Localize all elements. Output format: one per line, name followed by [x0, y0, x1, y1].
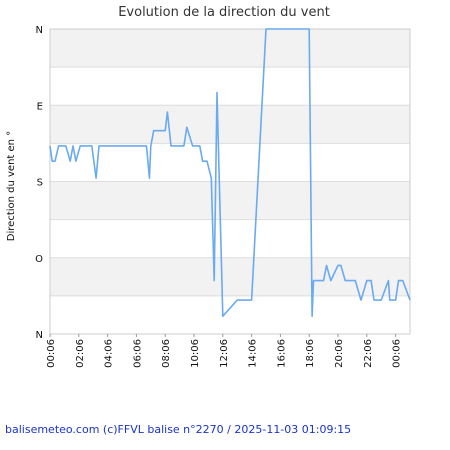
x-tick-label: 12:06 — [219, 339, 230, 368]
plot-band — [50, 29, 410, 68]
x-tick-label: 14:06 — [248, 339, 259, 368]
x-tick-label: 20:06 — [334, 339, 345, 368]
y-tick-label: E — [37, 101, 43, 112]
x-tick-label: 04:06 — [104, 339, 115, 368]
plot-band — [50, 143, 410, 182]
x-tick-label: 02:06 — [75, 339, 86, 368]
plot-band — [50, 67, 410, 106]
x-tick-label: 06:06 — [132, 339, 143, 368]
footer-credit: balisemeteo.com (c)FFVL balise n°2270 / … — [5, 423, 352, 436]
y-axis-ticks: N E S O N — [35, 25, 43, 341]
x-tick-label: 22:06 — [363, 339, 374, 368]
plot-band — [50, 219, 410, 258]
y-tick-label: N — [36, 25, 43, 36]
x-tick-label: 16:06 — [276, 339, 287, 368]
plot-band — [50, 257, 410, 296]
wind-direction-series-line — [49, 28, 411, 318]
x-tick-label: 18:06 — [305, 339, 316, 368]
y-tick-label: S — [37, 178, 43, 189]
x-tick-label: 10:06 — [190, 339, 201, 368]
x-tick-label: 00:06 — [46, 339, 57, 368]
x-tick-label: 00:06 — [392, 339, 403, 368]
chart-title: Evolution de la direction du vent — [118, 5, 330, 20]
x-tick-label: 08:06 — [161, 339, 172, 368]
plot-band — [50, 105, 410, 144]
y-tick-label: N — [36, 330, 43, 341]
plot-band — [50, 181, 410, 220]
y-axis-label: Direction du vent en ° — [6, 131, 17, 241]
plot-bands — [50, 29, 410, 334]
plot-frame — [49, 28, 411, 335]
x-axis-ticks: 00:06 02:06 04:06 06:06 08:06 10:06 12:06 14:06… — [46, 334, 403, 368]
plot-band — [50, 295, 410, 334]
y-tick-label: O — [35, 254, 43, 265]
